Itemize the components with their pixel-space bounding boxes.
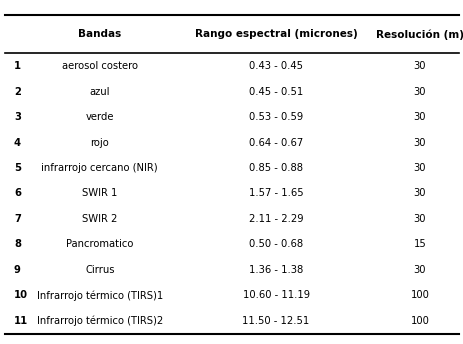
Text: 8: 8 bbox=[14, 239, 21, 249]
Text: 30: 30 bbox=[413, 138, 425, 148]
Text: 30: 30 bbox=[413, 189, 425, 198]
Text: infrarrojo cercano (NIR): infrarrojo cercano (NIR) bbox=[41, 163, 158, 173]
Text: 100: 100 bbox=[410, 290, 428, 300]
Text: 3: 3 bbox=[14, 112, 21, 122]
Text: 0.45 - 0.51: 0.45 - 0.51 bbox=[249, 87, 302, 97]
Text: 0.64 - 0.67: 0.64 - 0.67 bbox=[249, 138, 302, 148]
Text: 30: 30 bbox=[413, 214, 425, 224]
Text: Cirrus: Cirrus bbox=[85, 265, 114, 275]
Text: Bandas: Bandas bbox=[78, 29, 121, 40]
Text: Resolución (m): Resolución (m) bbox=[375, 29, 463, 40]
Text: 11.50 - 12.51: 11.50 - 12.51 bbox=[242, 316, 309, 326]
Text: 7: 7 bbox=[14, 214, 21, 224]
Text: verde: verde bbox=[85, 112, 114, 122]
Text: 2.11 - 2.29: 2.11 - 2.29 bbox=[248, 214, 303, 224]
Text: Rango espectral (micrones): Rango espectral (micrones) bbox=[194, 29, 357, 40]
Text: 1: 1 bbox=[14, 61, 21, 71]
Text: Infrarrojo térmico (TIRS)2: Infrarrojo térmico (TIRS)2 bbox=[37, 316, 163, 326]
Text: 15: 15 bbox=[413, 239, 425, 249]
Text: 10.60 - 11.19: 10.60 - 11.19 bbox=[242, 290, 309, 300]
Text: azul: azul bbox=[89, 87, 110, 97]
Text: Pancromatico: Pancromatico bbox=[66, 239, 133, 249]
Text: 2: 2 bbox=[14, 87, 21, 97]
Text: 30: 30 bbox=[413, 265, 425, 275]
Text: 30: 30 bbox=[413, 87, 425, 97]
Text: SWIR 2: SWIR 2 bbox=[82, 214, 117, 224]
Text: 1.36 - 1.38: 1.36 - 1.38 bbox=[249, 265, 302, 275]
Text: 6: 6 bbox=[14, 189, 21, 198]
Text: aerosol costero: aerosol costero bbox=[62, 61, 138, 71]
Text: 100: 100 bbox=[410, 316, 428, 326]
Text: Infrarrojo térmico (TIRS)1: Infrarrojo térmico (TIRS)1 bbox=[37, 290, 163, 301]
Text: SWIR 1: SWIR 1 bbox=[82, 189, 117, 198]
Text: 0.50 - 0.68: 0.50 - 0.68 bbox=[249, 239, 302, 249]
Text: 0.85 - 0.88: 0.85 - 0.88 bbox=[249, 163, 302, 173]
Text: 30: 30 bbox=[413, 163, 425, 173]
Text: 4: 4 bbox=[14, 138, 21, 148]
Text: 10: 10 bbox=[14, 290, 28, 300]
Text: 11: 11 bbox=[14, 316, 28, 326]
Text: 30: 30 bbox=[413, 61, 425, 71]
Text: 0.43 - 0.45: 0.43 - 0.45 bbox=[249, 61, 302, 71]
Text: rojo: rojo bbox=[90, 138, 109, 148]
Text: 9: 9 bbox=[14, 265, 21, 275]
Text: 1.57 - 1.65: 1.57 - 1.65 bbox=[248, 189, 303, 198]
Text: 30: 30 bbox=[413, 112, 425, 122]
Text: 0.53 - 0.59: 0.53 - 0.59 bbox=[249, 112, 302, 122]
Text: 5: 5 bbox=[14, 163, 21, 173]
